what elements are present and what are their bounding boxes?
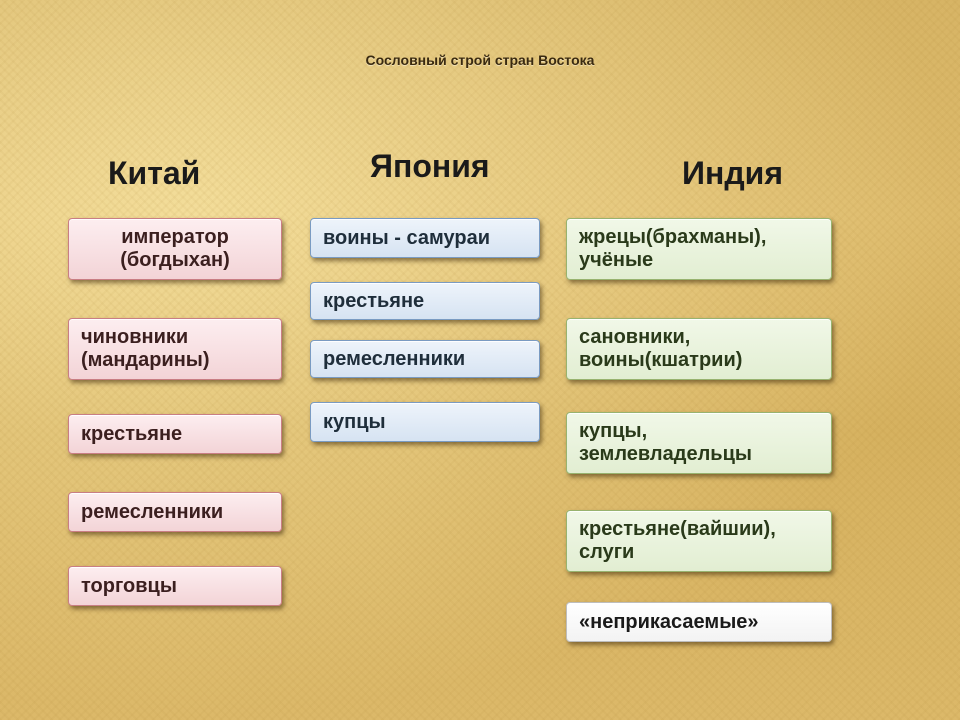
column-header-china: Китай <box>108 155 200 192</box>
india-item-untouchables: «неприкасаемые» <box>566 602 832 642</box>
japan-item-craftsmen: ремесленники <box>310 340 540 378</box>
india-item-kshatriyas: сановники, воины(кшатрии) <box>566 318 832 380</box>
japan-item-samurai: воины - самураи <box>310 218 540 258</box>
china-item-officials: чиновники (мандарины) <box>68 318 282 380</box>
column-header-india: Индия <box>682 155 783 192</box>
china-item-peasants: крестьяне <box>68 414 282 454</box>
india-item-vaishyas-peasants: крестьяне(вайшии), слуги <box>566 510 832 572</box>
india-item-vaishyas-merchants: купцы, землевладельцы <box>566 412 832 474</box>
japan-item-merchants: купцы <box>310 402 540 442</box>
china-item-emperor: император (богдыхан) <box>68 218 282 280</box>
china-item-craftsmen: ремесленники <box>68 492 282 532</box>
china-item-merchants: торговцы <box>68 566 282 606</box>
japan-item-peasants: крестьяне <box>310 282 540 320</box>
india-item-brahmins: жрецы(брахманы), учёные <box>566 218 832 280</box>
column-header-japan: Япония <box>370 148 490 185</box>
page-title: Сословный строй стран Востока <box>0 52 960 68</box>
